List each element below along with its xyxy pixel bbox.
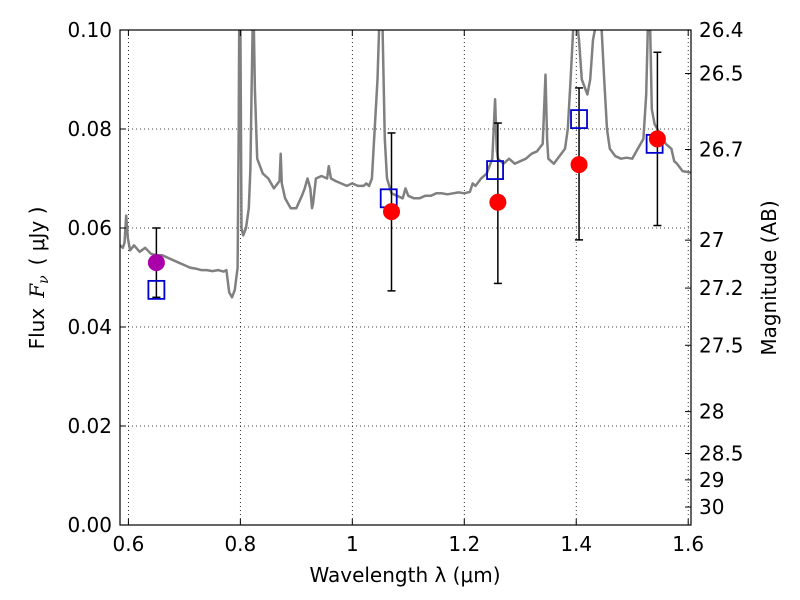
axis-ticks: 0.6 0.8 1 1.2 1.4 1.6 0.00 0.02 0.04 0.06 0.08 0.10…	[67, 18, 743, 556]
y-tick-label: 0.06	[67, 216, 112, 240]
magnitude-tick-label: 29	[699, 468, 724, 492]
x-tick-label: 0.8	[224, 532, 256, 556]
x-axis-label: Wavelength λ (μm)	[309, 563, 500, 587]
magnitude-tick-label: 30	[699, 495, 724, 519]
x-tick-label: 1.2	[448, 532, 480, 556]
y-axis-label-symbol: F	[25, 283, 49, 299]
measured-flux-point	[489, 193, 507, 211]
y-axis-label: Flux Fν ( μJy )	[25, 207, 52, 350]
magnitude-tick-label: 28	[699, 400, 724, 424]
magnitude-tick-label: 27.2	[699, 276, 744, 300]
x-tick-label: 1	[346, 532, 359, 556]
measured-flux-point	[147, 254, 165, 272]
magnitude-tick-label: 27	[699, 228, 724, 252]
x-tick-label: 0.6	[112, 532, 144, 556]
y-tick-label: 0.08	[67, 117, 112, 141]
measured-flux-point	[570, 156, 588, 174]
magnitude-tick-label: 27.5	[699, 333, 744, 357]
plot-frame	[119, 29, 692, 526]
measured-flux-point	[648, 130, 666, 148]
y-tick-label: 0.10	[67, 18, 112, 42]
magnitude-tick-label: 26.7	[699, 138, 744, 162]
magnitude-tick-label: 26.5	[699, 62, 744, 86]
model-photometry-square	[147, 279, 166, 300]
y-axis-label-subscript: ν	[36, 275, 52, 284]
y-axis-label-unit: ( μJy )	[25, 207, 49, 266]
y-tick-label: 0.00	[67, 513, 112, 537]
model-photometry-square	[486, 160, 504, 180]
model-spectrum-line	[120, 30, 691, 299]
model-spectrum-layer	[120, 30, 691, 299]
x-tick-label: 1.4	[560, 532, 592, 556]
data-markers	[147, 109, 666, 300]
x-tick-label: 1.6	[672, 532, 704, 556]
grid	[120, 30, 691, 525]
y-tick-label: 0.02	[67, 414, 112, 438]
y-tick-label: 0.04	[67, 315, 112, 339]
magnitude-tick-label: 26.4	[699, 18, 744, 42]
y-axis-label-prefix: Flux	[25, 308, 49, 350]
magnitude-axis-label: Magnitude (AB)	[757, 200, 781, 355]
model-photometry-square	[570, 109, 588, 129]
measured-flux-point	[383, 203, 401, 221]
magnitude-tick-label: 28.5	[699, 441, 744, 465]
